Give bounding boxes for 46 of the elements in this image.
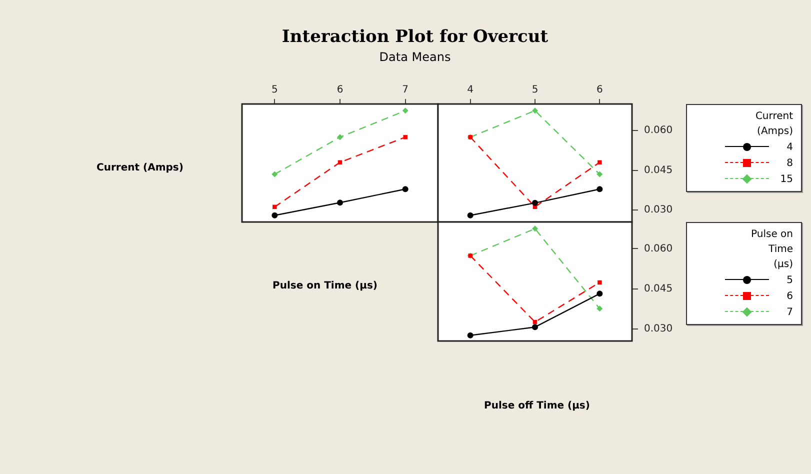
y-tick-label: 0.030 — [644, 324, 673, 335]
point — [272, 204, 277, 210]
point — [337, 200, 343, 206]
y-tick-label: 0.045 — [644, 283, 673, 294]
point — [272, 171, 278, 178]
x-tick-label: 4 — [467, 84, 474, 96]
y-tick-label: 0.060 — [644, 243, 673, 254]
y-tick-label: 0.045 — [644, 164, 673, 176]
point — [532, 108, 538, 114]
point — [596, 290, 603, 297]
x-tick-label: 7 — [402, 84, 409, 96]
point — [272, 212, 278, 218]
chart-title: Interaction Plot for Overcut — [280, 27, 550, 47]
point — [598, 160, 602, 164]
point — [467, 212, 474, 218]
point — [403, 135, 408, 140]
x-axis-title: Pulse off Time (μs) — [484, 400, 590, 412]
point — [467, 332, 474, 338]
point — [338, 160, 342, 164]
legend-title: Pulse on Time (μs) — [750, 228, 793, 272]
point — [337, 134, 343, 140]
chart-subtitle: Data Means — [378, 50, 452, 64]
x-tick-label: 6 — [596, 84, 603, 96]
point — [596, 171, 603, 178]
legend-label: 7 — [786, 306, 793, 318]
y-tick-label: 0.060 — [644, 125, 673, 136]
legend-label: 8 — [786, 158, 793, 168]
point — [402, 108, 408, 114]
legend-title: Current (Amps) — [754, 110, 793, 139]
y-axis-title: Current (Amps) — [96, 162, 184, 174]
point — [532, 324, 538, 330]
x-tick-label: 6 — [336, 84, 344, 96]
legend-label: 15 — [779, 174, 793, 184]
x-tick-label: 5 — [271, 84, 278, 96]
point — [402, 186, 408, 192]
legend-label: 4 — [786, 142, 793, 152]
point — [598, 280, 602, 285]
legend-label: 6 — [786, 290, 793, 302]
point — [532, 200, 538, 206]
point — [596, 186, 603, 192]
point — [532, 226, 538, 232]
point — [596, 306, 603, 312]
y-axis-title: Pulse on Time (μs) — [272, 280, 378, 292]
x-tick-label: 5 — [532, 84, 538, 96]
legend-label: 5 — [786, 274, 793, 286]
y-tick-label: 0.030 — [644, 204, 673, 216]
